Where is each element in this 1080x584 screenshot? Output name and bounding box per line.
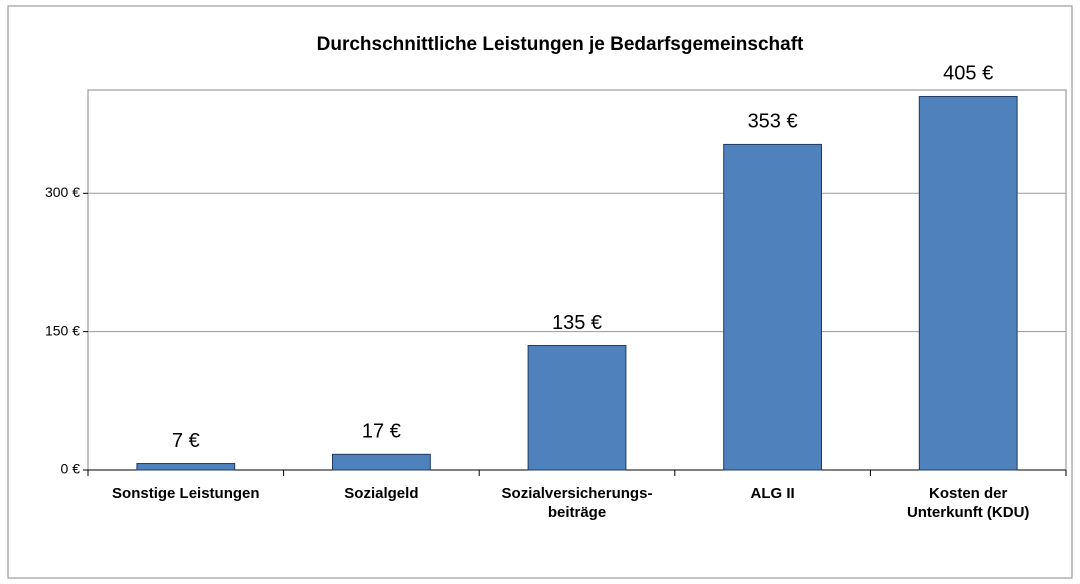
x-tick-label: Sonstige Leistungen — [112, 485, 260, 502]
value-label: 17 € — [362, 421, 401, 443]
bar — [332, 453, 431, 471]
value-label: 7 € — [172, 430, 200, 452]
chart-title: Durchschnittliche Leistungen je Bedarfsg… — [317, 34, 804, 55]
y-tick-label: 150 € — [45, 322, 80, 338]
x-tick-label: ALG II — [750, 485, 795, 502]
x-tick-label: Sozialgeld — [344, 485, 419, 502]
value-label: 405 € — [943, 63, 993, 85]
value-label: 135 € — [552, 312, 602, 334]
bar — [723, 143, 823, 471]
y-tick-label: 300 € — [45, 184, 80, 200]
x-tick-label: Kosten der Unterkunft (KDU) — [906, 485, 1030, 521]
bar — [136, 463, 236, 471]
y-tick-label: 0 € — [61, 461, 81, 477]
chart-frame — [7, 5, 1073, 579]
bar — [527, 344, 627, 471]
bar — [918, 95, 1018, 471]
x-tick-label: Sozialversicherungs- beiträge — [501, 485, 653, 521]
value-label: 353 € — [748, 111, 798, 133]
